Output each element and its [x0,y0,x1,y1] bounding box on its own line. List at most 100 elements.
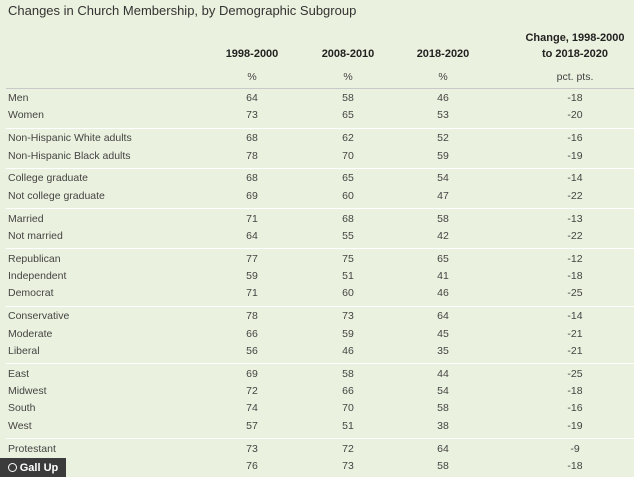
table-cell: 58 [342,367,354,380]
table-cell: 78 [246,149,258,162]
table-cell: 75 [342,252,354,265]
column-header: 1998-2000 [225,48,279,60]
row-label: Protestant [8,442,56,455]
group-divider [6,248,634,250]
table-cell: 58 [437,459,449,472]
table-cell: 77 [246,252,258,265]
table-cell: 71 [246,212,258,225]
table-cell: 73 [246,442,258,455]
table-cell: -22 [567,229,583,242]
table-cell: 58 [342,92,354,104]
table-cell: 52 [437,132,449,145]
table-cell: -9 [570,442,580,455]
table-cell: 66 [246,327,258,340]
table-cell: 64 [246,92,258,104]
column-header: 2018-2020 [416,48,470,60]
table-cell: 73 [342,459,354,472]
table-cell: 58 [437,212,449,225]
column-unit: % [343,71,353,83]
table-cell: -21 [567,327,583,340]
table-cell: -18 [567,459,583,472]
group-divider [6,438,634,439]
row-label: Women [8,109,44,122]
table-cell: 53 [437,109,449,122]
gallup-logo: Gall Up [0,458,66,477]
row-label: Conservative [8,310,70,323]
table-cell: 65 [437,252,449,265]
table-cell: 73 [342,310,354,323]
row-label: Independent [8,270,67,283]
table-cell: 74 [246,402,258,415]
table-cell: 65 [342,172,354,185]
group-divider [6,363,634,365]
table-cell: 60 [342,189,354,202]
row-label: Men [8,92,29,104]
row-label: Republican [8,252,61,265]
row-label: West [8,419,32,432]
table-cell: 68 [342,212,354,225]
row-label: East [8,367,30,380]
table-cell: 59 [437,149,449,162]
table-cell: -12 [567,252,583,265]
table-cell: -16 [567,132,583,145]
table-cell: -19 [567,149,583,162]
table-cell: 51 [342,419,354,432]
table-cell: 54 [437,172,449,185]
table-cell: -18 [567,270,583,283]
group-divider [6,208,634,209]
table-cell: 45 [437,327,449,340]
table-cell: 44 [437,367,449,380]
table-cell: -14 [567,310,583,323]
table-cell: -21 [567,344,583,357]
table-cell: -25 [567,287,583,300]
row-label: Moderate [8,327,53,340]
group-divider [6,167,634,169]
table-cell: 59 [342,327,354,340]
row-label: Not college graduate [8,189,105,202]
column-header: 2008-2010 [321,48,375,60]
table-cell: 41 [437,270,449,283]
column-unit: % [438,71,448,83]
table-cell: 73 [246,109,258,122]
row-label: Liberal [8,344,40,357]
table-cell: 70 [342,402,354,415]
column-unit: pct. pts. [556,71,594,83]
row-label: Not married [8,229,63,242]
table-cell: 46 [437,287,449,300]
column-header: Change, 1998-2000 to 2018-2020 [505,30,634,62]
table-cell: 56 [246,344,258,357]
group-divider [6,127,634,129]
table-cell: 35 [437,344,449,357]
group-divider [6,305,634,307]
row-label: Non-Hispanic Black adults [8,149,131,162]
table-cell: 78 [246,310,258,323]
table-cell: 46 [342,344,354,357]
column-header-line: Change, 1998-2000 [525,32,625,44]
table-cell: -18 [567,385,583,398]
table-cell: -14 [567,172,583,185]
table-cell: -19 [567,419,583,432]
row-label: Democrat [8,287,54,300]
table-cell: 66 [342,385,354,398]
table-cell: -18 [567,92,583,104]
table-cell: 42 [437,229,449,242]
row-label: Married [8,212,44,225]
row-label: Non-Hispanic White adults [8,132,132,145]
logo-text: Gall Up [19,461,59,474]
table-cell: 60 [342,287,354,300]
table-cell: 54 [437,385,449,398]
table-cell: -22 [567,189,583,202]
table-cell: -25 [567,367,583,380]
table-cell: 65 [342,109,354,122]
copyright-icon [7,463,17,472]
table-cell: 72 [342,442,354,455]
header-divider [6,88,634,89]
chart-title: Changes in Church Membership, by Demogra… [8,3,357,18]
table-cell: 68 [246,132,258,145]
table-cell: 72 [246,385,258,398]
table-cell: 71 [246,287,258,300]
table-cell: 55 [342,229,354,242]
table-cell: 64 [246,229,258,242]
table-cell: 76 [246,459,258,472]
table-cell: 69 [246,189,258,202]
